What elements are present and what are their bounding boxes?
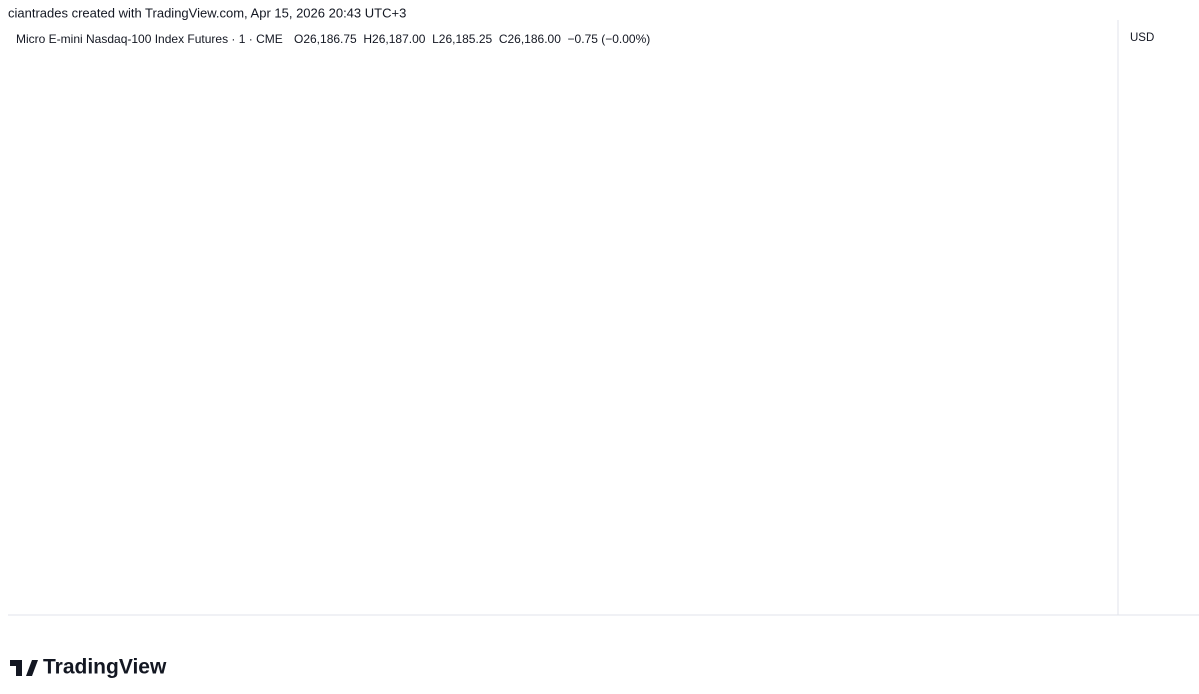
ohlc: O26,186.75 H26,187.00 L26,185.25 C26,186…: [294, 32, 650, 46]
credit: ciantrades created with TradingView.com,…: [8, 5, 406, 20]
currency: USD: [1130, 32, 1154, 44]
logo: TradingView: [10, 656, 167, 679]
logo-text: TradingView: [43, 656, 167, 679]
symbol: Micro E-mini Nasdaq-100 Index Futures · …: [16, 32, 283, 46]
